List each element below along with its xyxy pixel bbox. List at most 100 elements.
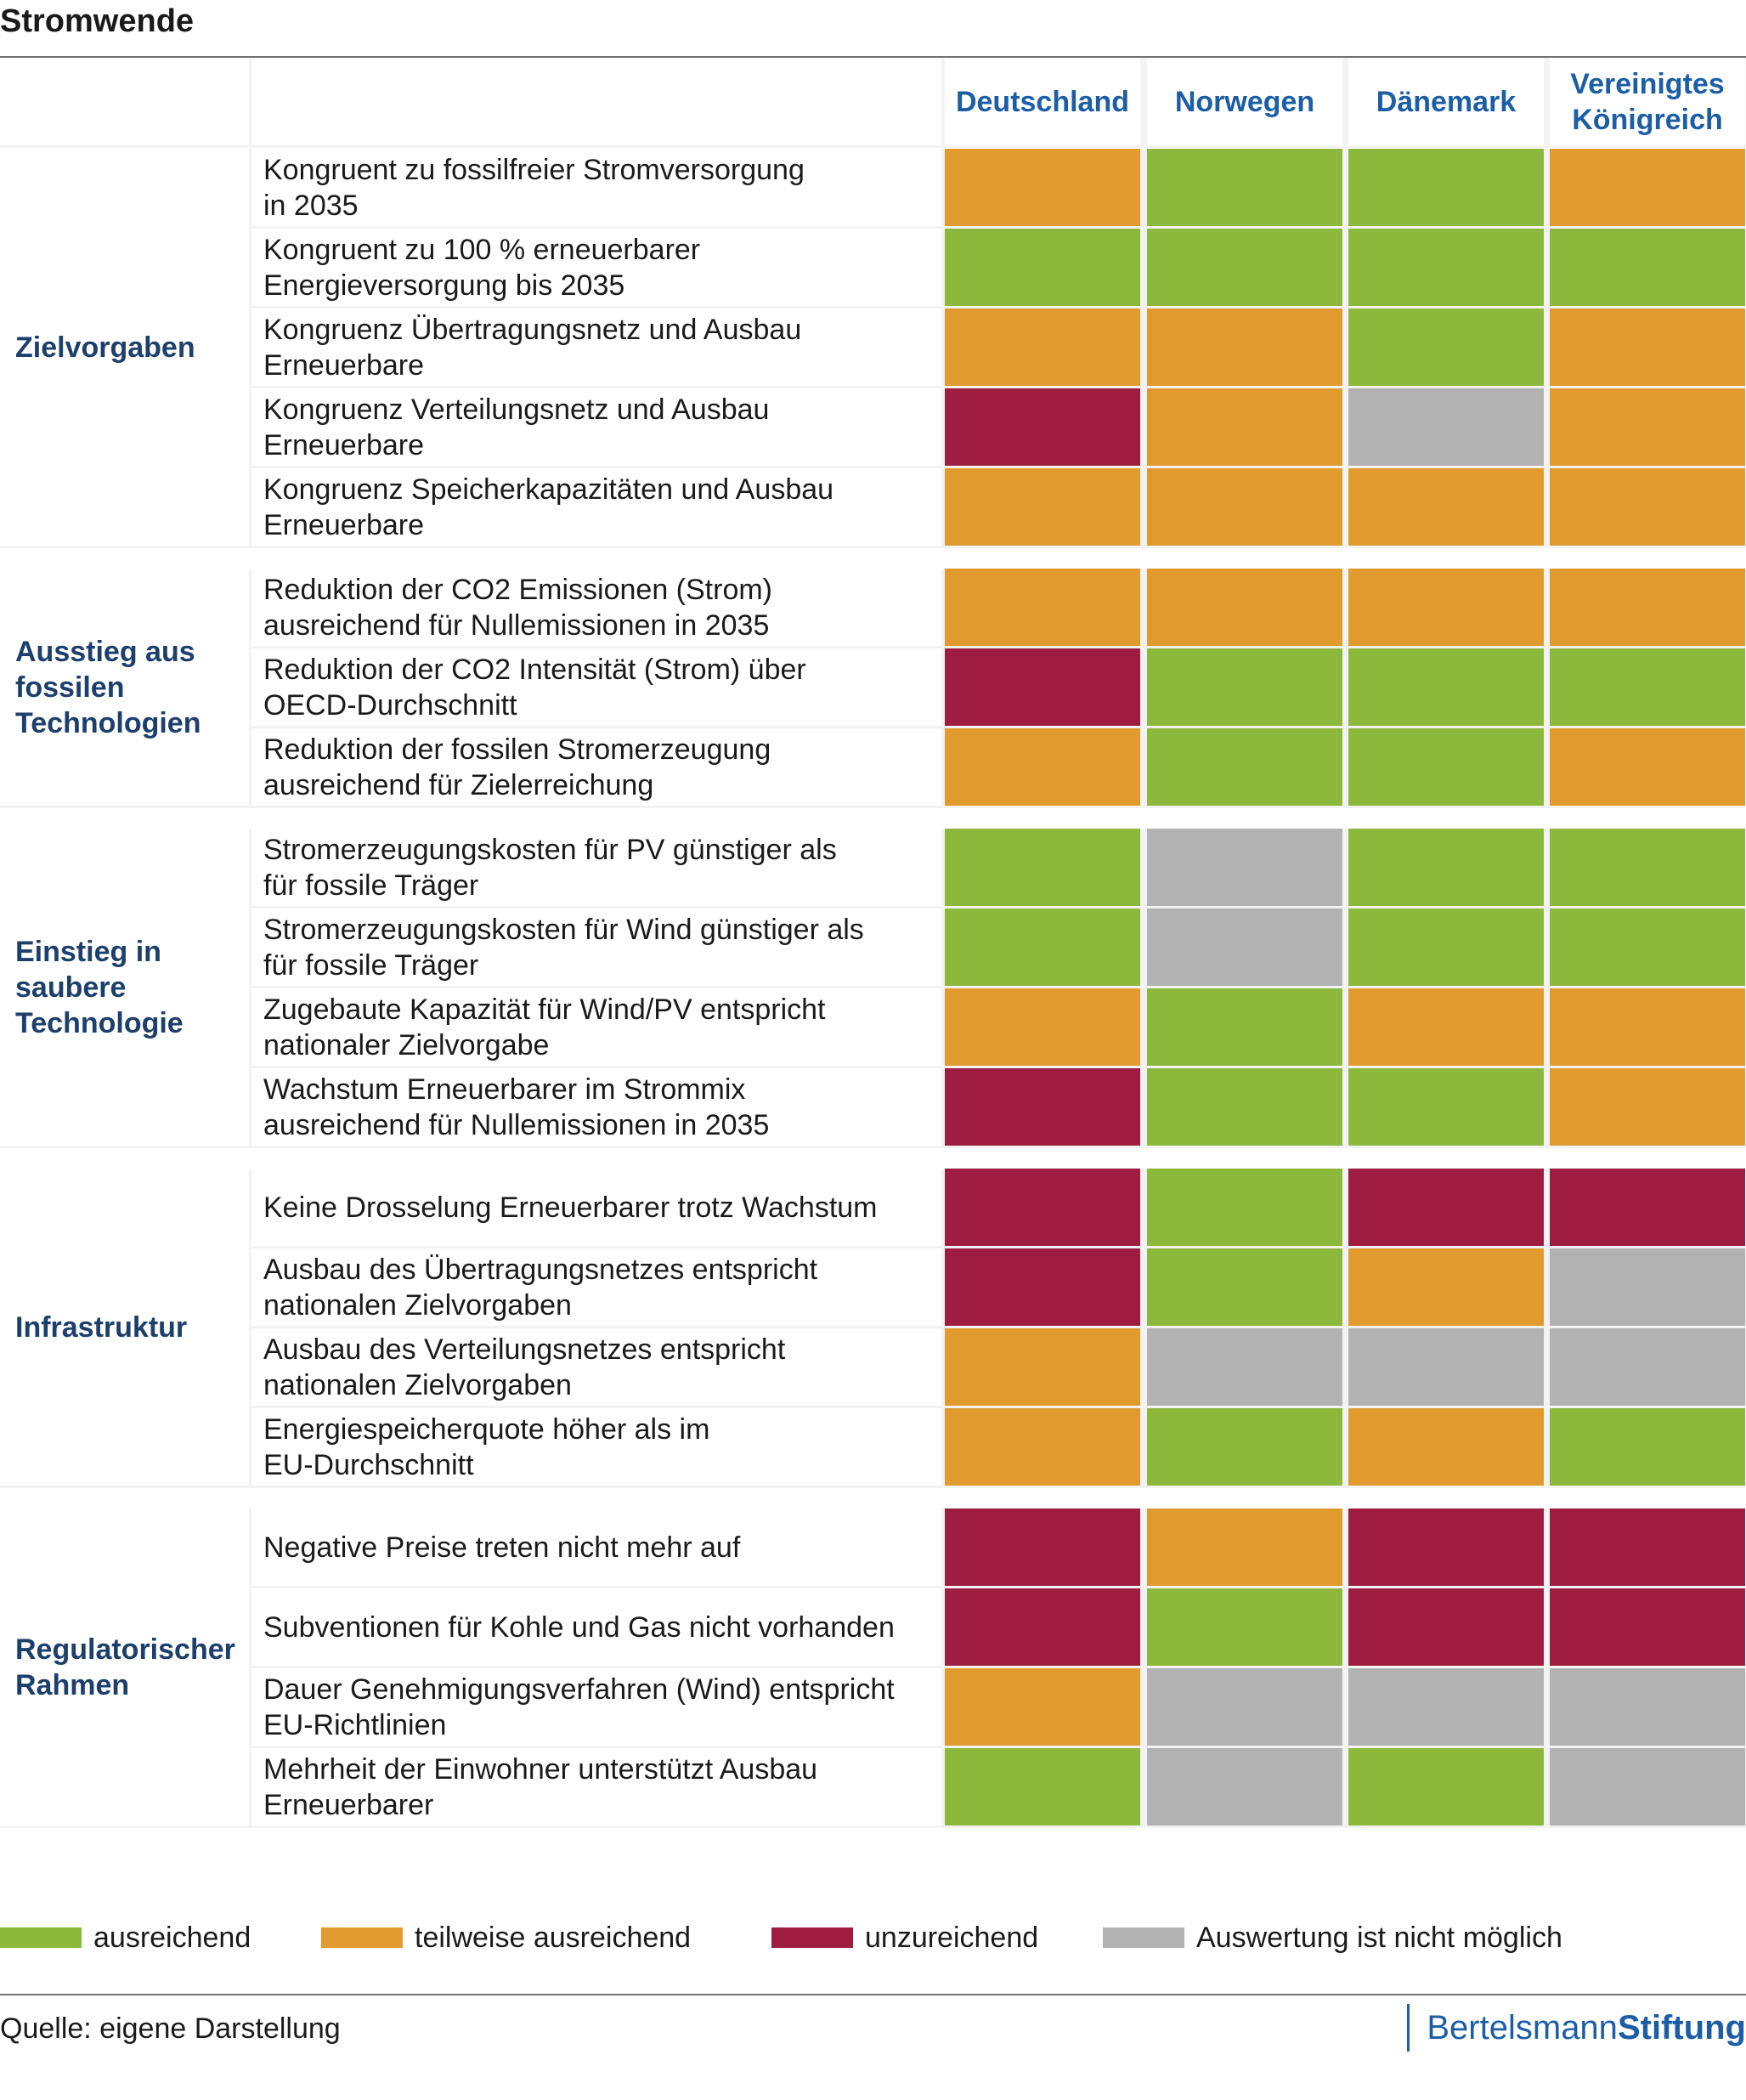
title-rule xyxy=(0,56,1746,58)
brand-name-part1: Bertelsmann xyxy=(1427,2008,1618,2046)
criterion-label: Reduktion der CO2 Intensität (Strom) übe… xyxy=(251,648,941,726)
rating-cell xyxy=(1550,1248,1745,1326)
rating-cell xyxy=(1147,308,1342,386)
rating-cell xyxy=(945,908,1140,986)
rating-cell xyxy=(1147,1668,1342,1746)
rating-cell xyxy=(1147,908,1342,986)
category-label: Ausstieg aus fossilen Technologien xyxy=(0,569,249,806)
rating-cell xyxy=(1348,569,1544,646)
brand-logo: Bertelsmann Stiftung xyxy=(1407,2004,1746,2052)
criterion-label: Negative Preise treten nicht mehr auf xyxy=(251,1508,941,1586)
source-note: Quelle: eigene Darstellung xyxy=(0,2012,341,2045)
rating-cell xyxy=(1147,1248,1342,1326)
rating-cell xyxy=(1348,1508,1544,1586)
column-header: Norwegen xyxy=(1147,58,1342,145)
criterion-label: Mehrheit der Einwohner unterstützt Ausba… xyxy=(251,1748,941,1825)
rating-cell xyxy=(1348,1068,1544,1146)
footer-rule xyxy=(0,1994,1746,1995)
rating-cell xyxy=(1147,1408,1342,1486)
rating-cell xyxy=(945,1408,1140,1486)
rating-cell xyxy=(945,569,1140,646)
rating-cell xyxy=(1147,1068,1342,1146)
rating-cell xyxy=(1348,1328,1544,1406)
criterion-label: Stromerzeugungskosten für Wind günstiger… xyxy=(251,908,941,986)
rating-cell xyxy=(1348,388,1544,466)
rating-cell xyxy=(1147,149,1342,226)
brand-name-part2: Stiftung xyxy=(1617,2008,1746,2046)
rating-cell xyxy=(1348,308,1544,386)
legend-item: ausreichend xyxy=(0,1916,251,1959)
column-header: Dänemark xyxy=(1348,58,1544,145)
criterion-label: Kongruent zu fossilfreier Stromversorgun… xyxy=(251,149,941,226)
criterion-label: Ausbau des Verteilungsnetzes entspricht … xyxy=(251,1328,941,1406)
rating-cell xyxy=(1348,908,1544,986)
criterion-label: Wachstum Erneuerbarer im Strommix ausrei… xyxy=(251,1068,941,1146)
rating-cell xyxy=(945,988,1140,1066)
rating-cell xyxy=(945,1588,1140,1666)
category-label: Zielvorgaben xyxy=(0,149,249,546)
category-label: Einstieg in saubere Technologie xyxy=(0,829,249,1146)
criterion-label: Kongruenz Übertragungsnetz und Ausbau Er… xyxy=(251,308,941,386)
criterion-label: Zugebaute Kapazität für Wind/PV entspric… xyxy=(251,988,941,1066)
rating-cell xyxy=(945,1068,1140,1146)
criterion-label: Keine Drosselung Erneuerbarer trotz Wach… xyxy=(251,1169,941,1246)
rating-cell xyxy=(1550,308,1745,386)
legend-swatch xyxy=(1103,1927,1184,1948)
legend-label: teilweise ausreichend xyxy=(415,1921,692,1954)
rating-cell xyxy=(1348,1408,1544,1486)
legend-item: unzureichend xyxy=(771,1916,1038,1959)
rating-cell xyxy=(945,829,1140,906)
rating-cell xyxy=(1348,1748,1544,1825)
rating-cell xyxy=(945,1668,1140,1746)
rating-cell xyxy=(1550,1328,1745,1406)
rating-cell xyxy=(1348,468,1544,546)
rating-cell xyxy=(1147,229,1342,306)
criterion-label: Reduktion der fossilen Stromerzeugung au… xyxy=(251,728,941,806)
rating-cell xyxy=(1147,468,1342,546)
legend-label: unzureichend xyxy=(865,1921,1039,1954)
rating-cell xyxy=(1348,1668,1544,1746)
rating-cell xyxy=(945,1748,1140,1825)
rating-cell xyxy=(1147,648,1342,726)
rating-cell xyxy=(1348,728,1544,806)
rating-cell xyxy=(1348,1248,1544,1326)
rating-cell xyxy=(1550,149,1745,226)
legend-swatch xyxy=(0,1927,82,1948)
category-label: Regulatorischer Rahmen xyxy=(0,1508,249,1825)
rating-cell xyxy=(945,149,1140,226)
rating-cell xyxy=(1550,468,1745,546)
rating-cell xyxy=(1550,908,1745,986)
rating-cell xyxy=(1348,149,1544,226)
rating-cell xyxy=(1348,829,1544,906)
rating-cell xyxy=(1147,1508,1342,1586)
criterion-label: Subventionen für Kohle und Gas nicht vor… xyxy=(251,1588,941,1666)
rating-cell xyxy=(1550,988,1745,1066)
rating-cell xyxy=(1147,388,1342,466)
rating-table: Deutschland Norwegen Dänemark Vereinigtes K… xyxy=(0,58,1746,1828)
rating-cell xyxy=(945,648,1140,726)
rating-cell xyxy=(1550,388,1745,466)
brand-bar xyxy=(1407,2004,1410,2052)
rating-cell xyxy=(1348,1169,1544,1246)
column-header: Deutschland xyxy=(945,58,1140,145)
rating-cell xyxy=(945,1508,1140,1586)
criterion-label: Energiespeicherquote höher als im EU-Dur… xyxy=(251,1408,941,1486)
legend-swatch xyxy=(771,1927,853,1948)
rating-cell xyxy=(1348,229,1544,306)
legend-label: ausreichend xyxy=(93,1921,251,1954)
rating-cell xyxy=(1147,1748,1342,1825)
legend-item: teilweise ausreichend xyxy=(321,1916,691,1959)
rating-cell xyxy=(1348,1588,1544,1666)
rating-cell xyxy=(1550,1169,1745,1246)
rating-cell xyxy=(945,1169,1140,1246)
rating-cell xyxy=(1550,229,1745,306)
rating-cell xyxy=(1147,1169,1342,1246)
rating-cell xyxy=(1550,1748,1745,1825)
legend-label: Auswertung ist nicht möglich xyxy=(1196,1921,1562,1954)
rating-cell xyxy=(945,1248,1140,1326)
criterion-label: Reduktion der CO2 Emissionen (Strom) aus… xyxy=(251,569,941,646)
header-blank-category xyxy=(0,58,249,145)
rating-cell xyxy=(1550,829,1745,906)
criterion-label: Kongruenz Speicherkapazitäten und Ausbau… xyxy=(251,468,941,546)
criterion-label: Ausbau des Übertragungsnetzes entspricht… xyxy=(251,1248,941,1326)
